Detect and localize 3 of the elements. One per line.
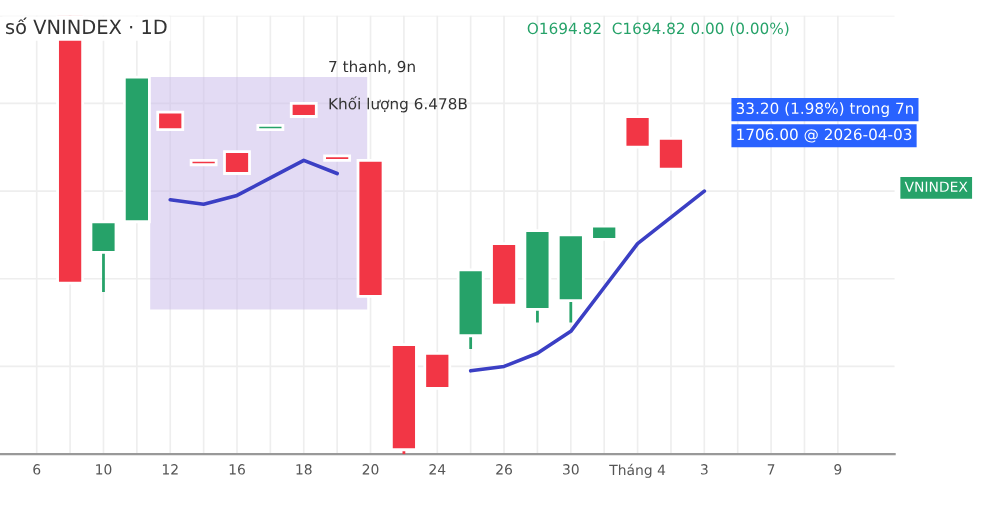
candlestick xyxy=(89,220,118,294)
candlestick xyxy=(223,150,251,175)
chart-title: số VNINDEX · 1D xyxy=(6,17,167,35)
